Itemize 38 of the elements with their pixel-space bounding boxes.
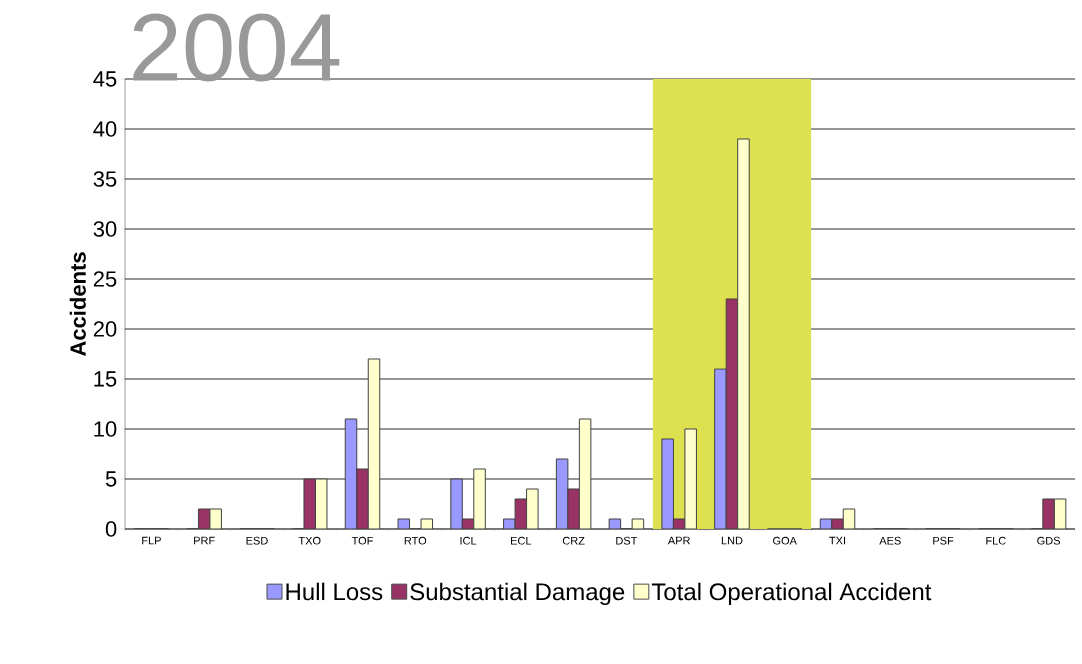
bar <box>473 468 486 529</box>
y-tick-label: 10 <box>94 421 117 437</box>
x-tick-label: ICL <box>460 536 477 545</box>
y-tick-label: 40 <box>93 121 117 137</box>
bar <box>737 138 750 529</box>
y-tick-label: 15 <box>94 371 117 387</box>
y-tick-label: 20 <box>93 321 117 337</box>
x-tick-label: DST <box>616 536 638 545</box>
y-tick-label: 0 <box>105 521 117 537</box>
x-tick-label: RTO <box>404 536 427 545</box>
legend-label: Hull Loss <box>286 582 383 601</box>
x-tick-label: ESD <box>246 536 268 545</box>
bar <box>714 368 727 529</box>
bar <box>356 468 369 529</box>
legend-label: Total Operational Accident <box>651 582 932 606</box>
legend-label: Substantial Damage <box>410 582 625 606</box>
y-tick-label: 30 <box>93 221 117 237</box>
x-tick-label: PSF <box>933 536 954 545</box>
x-tick-label: ECL <box>511 536 532 545</box>
y-tick-label: 45 <box>93 71 117 87</box>
x-tick-label: FLP <box>142 536 161 545</box>
y-tick-label: 5 <box>105 471 117 487</box>
x-tick-label: FLC <box>986 536 1006 545</box>
x-tick-label: GDS <box>1037 536 1061 545</box>
x-tick-label: TXO <box>298 536 321 545</box>
x-tick-label: GOA <box>773 536 797 545</box>
x-tick-label: TXI <box>829 536 846 545</box>
x-tick-label: CRZ <box>562 536 585 545</box>
y-axis-title: Accidents <box>69 252 86 357</box>
x-tick-label: TOF <box>351 536 373 545</box>
x-tick-label: APR <box>667 536 690 545</box>
y-tick-label: 35 <box>93 171 117 187</box>
x-tick-label: AES <box>879 536 901 545</box>
bar <box>450 478 463 529</box>
x-tick-label: PRF <box>194 536 215 545</box>
y-tick-label: 25 <box>93 271 117 287</box>
chart-title: 2004 <box>133 13 340 82</box>
x-tick-label: LND <box>721 536 743 545</box>
